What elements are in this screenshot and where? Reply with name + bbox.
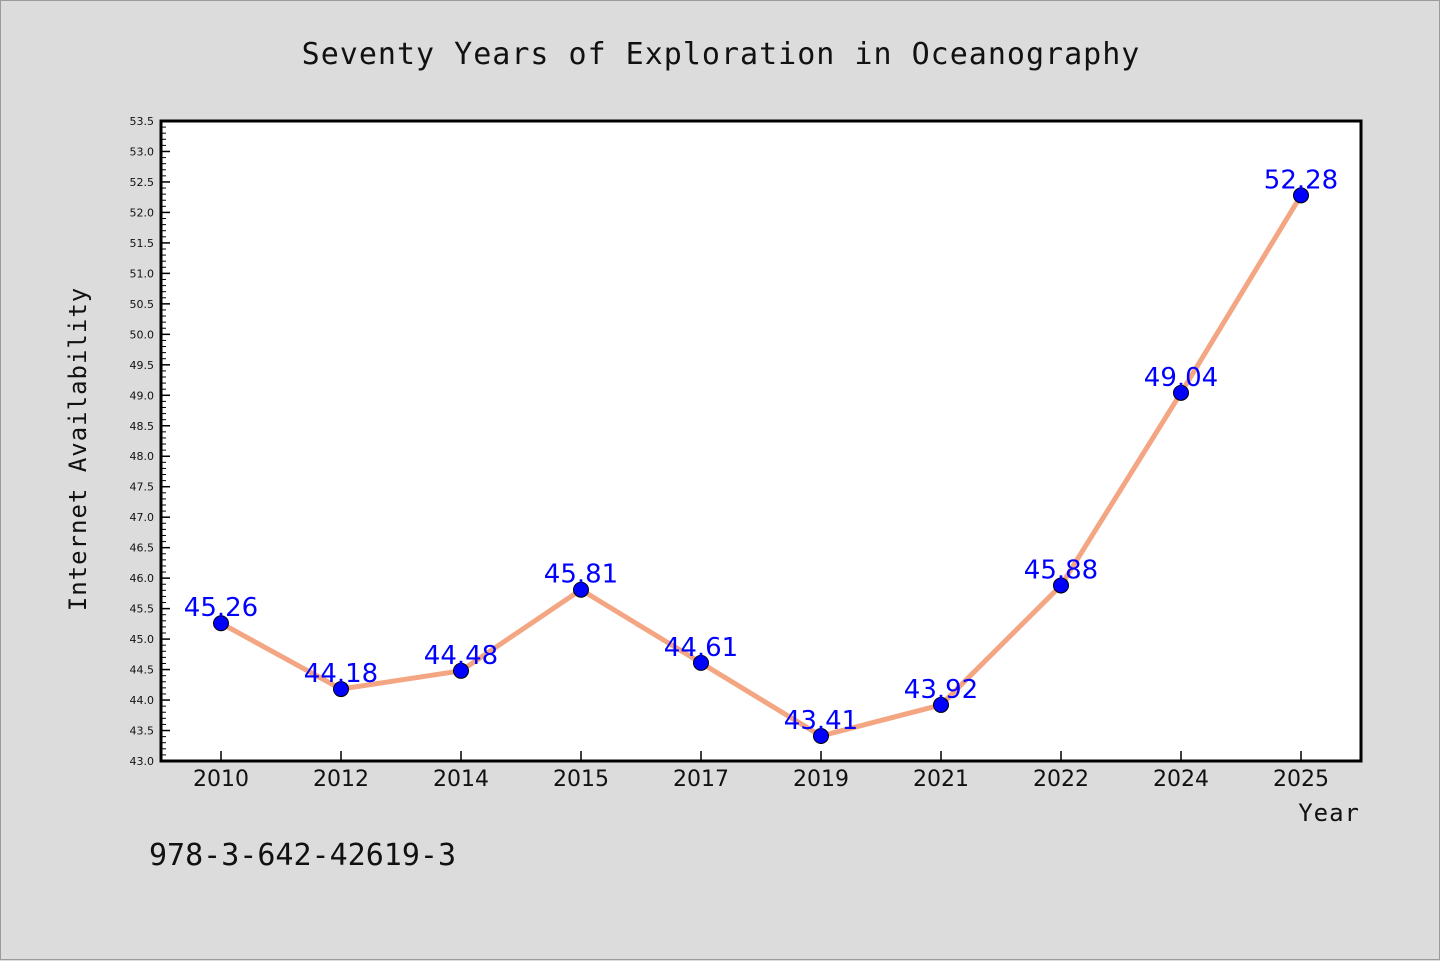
y-tick-label: 44.5 [130, 664, 155, 677]
x-tick-label: 2025 [1273, 767, 1329, 792]
y-tick-label: 53.5 [130, 115, 155, 128]
data-markers [213, 187, 1309, 745]
y-tick-label: 48.0 [130, 450, 155, 463]
y-tick-label: 52.5 [130, 176, 155, 189]
y-tick-label: 47.5 [130, 481, 155, 494]
x-tick-label: 2015 [553, 767, 609, 792]
data-point [213, 615, 229, 632]
data-point [333, 681, 349, 698]
x-tick-label: 2014 [433, 767, 489, 792]
data-label: 43.41 [784, 706, 858, 736]
plot-area [159, 119, 1363, 763]
y-tick-label: 46.0 [130, 572, 155, 585]
y-tick-label: 47.0 [130, 511, 155, 524]
y-tick-label: 49.5 [130, 359, 155, 372]
y-tick-label: 44.0 [130, 694, 155, 707]
data-label: 52.28 [1264, 165, 1338, 195]
x-tick-label: 2012 [313, 767, 369, 792]
y-tick-label: 50.5 [130, 298, 155, 311]
data-point [1053, 577, 1069, 594]
data-point [1173, 384, 1189, 401]
y-tick-label: 50.0 [130, 328, 155, 341]
data-label: 44.18 [304, 659, 378, 689]
x-axis-title: Year [1298, 799, 1360, 827]
data-label: 45.88 [1024, 555, 1098, 585]
y-tick-label: 51.5 [130, 237, 155, 250]
data-point [933, 696, 949, 713]
data-labels: 45.26 44.18 44.48 45.81 44.61 43.41 43.92 45.88… [184, 165, 1338, 736]
data-point [573, 581, 589, 598]
x-tick-label: 2021 [913, 767, 969, 792]
y-axis-title: Internet Availability [64, 287, 92, 611]
y-tick-label: 52.0 [130, 206, 155, 219]
y-tick-label: 51.0 [130, 267, 155, 280]
y-tick-label: 45.0 [130, 633, 155, 646]
x-tick-label: 2019 [793, 767, 849, 792]
x-axis: 2010 2012 2014 2015 2017 2019 2021 2022 2024 2025 [193, 751, 1329, 792]
data-label: 44.61 [664, 633, 738, 663]
isbn-note: 978-3-642-42619-3 [149, 838, 456, 873]
data-label: 44.48 [424, 641, 498, 671]
y-tick-label: 43.0 [130, 755, 155, 768]
data-label: 45.81 [544, 560, 618, 590]
y-axis: 43.0 43.5 44.0 44.5 45.0 45.5 46.0 46.5 47.0 47.5… [130, 115, 170, 768]
x-tick-label: 2022 [1033, 767, 1089, 792]
y-tick-label: 53.0 [130, 145, 155, 158]
x-tick-label: 2010 [193, 767, 249, 792]
data-label: 49.04 [1144, 363, 1218, 393]
data-label: 45.26 [184, 593, 258, 623]
series-line [219, 194, 1304, 739]
data-point [453, 662, 469, 679]
data-point [813, 728, 829, 745]
data-point [693, 654, 709, 671]
chart-title: Seventy Years of Exploration in Oceanogr… [302, 37, 1141, 72]
y-tick-label: 49.0 [130, 389, 155, 402]
y-tick-label: 43.5 [130, 725, 155, 738]
x-tick-label: 2017 [673, 767, 729, 792]
data-label: 43.92 [904, 675, 978, 705]
y-tick-label: 48.5 [130, 420, 155, 433]
x-tick-label: 2024 [1153, 767, 1209, 792]
y-tick-label: 46.5 [130, 542, 155, 555]
y-tick-label: 45.5 [130, 603, 155, 616]
data-point [1293, 187, 1309, 204]
